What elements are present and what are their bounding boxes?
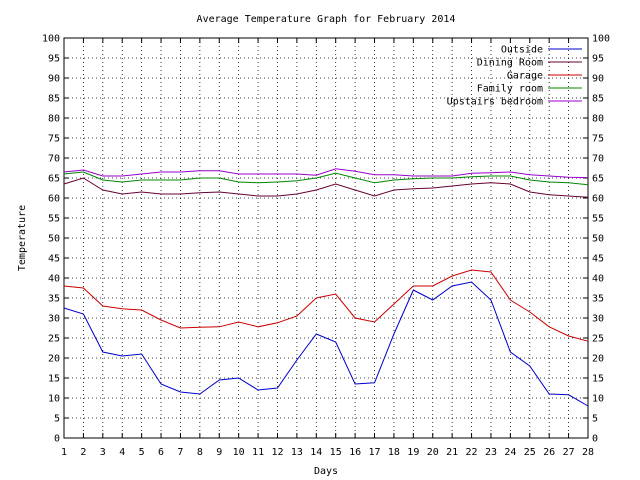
x-tick-label: 11 [252, 447, 264, 458]
y-tick-label-left: 55 [48, 214, 60, 225]
y-tick-label-right: 60 [592, 194, 604, 205]
x-tick-label: 17 [368, 447, 380, 458]
y-tick-label-right: 20 [592, 354, 604, 365]
y-tick-label-left: 80 [48, 114, 60, 125]
x-tick-label: 15 [330, 447, 342, 458]
x-tick-label: 8 [197, 447, 203, 458]
series-line-family-room [63, 171, 589, 186]
chart-title: Average Temperature Graph for February 2… [197, 14, 456, 25]
x-tick-label: 1 [61, 447, 67, 458]
x-tick-label: 28 [582, 447, 594, 458]
y-tick-label-right: 0 [592, 434, 598, 445]
y-tick-label-right: 65 [592, 174, 604, 185]
y-tick-label-right: 40 [592, 274, 604, 285]
y-tick-label-left: 20 [48, 354, 60, 365]
y-tick-label-left: 40 [48, 274, 60, 285]
x-tick-label: 18 [388, 447, 400, 458]
y-tick-label-right: 80 [592, 114, 604, 125]
x-tick-label: 25 [524, 447, 536, 458]
legend-label: Upstairs bedroom [447, 97, 543, 108]
x-tick-label: 12 [271, 447, 283, 458]
y-tick-label-right: 5 [592, 414, 598, 425]
y-tick-label-left: 90 [48, 74, 60, 85]
y-tick-label-left: 5 [54, 414, 60, 425]
y-tick-label-right: 85 [592, 94, 604, 105]
y-tick-label-left: 35 [48, 294, 60, 305]
series-line-upstairs-bedroom [63, 168, 589, 179]
legend: Outside Dining Room Garage Family room Upsta… [447, 45, 582, 108]
y-tick-label-left: 25 [48, 334, 60, 345]
y-tick-label-left: 0 [54, 434, 60, 445]
x-tick-label: 27 [563, 447, 575, 458]
x-tick-label: 5 [139, 447, 145, 458]
legend-label: Outside [501, 45, 543, 56]
x-tick-label: 4 [119, 447, 125, 458]
legend-label: Dining Room [477, 58, 543, 69]
legend-label: Family room [477, 84, 543, 95]
series-line-dining-room [63, 177, 589, 198]
x-tick-label: 20 [427, 447, 439, 458]
x-axis-label: Days [314, 466, 338, 477]
y-tick-label-left: 30 [48, 314, 60, 325]
x-tick-label: 19 [407, 447, 419, 458]
y-tick-label-left: 15 [48, 374, 60, 385]
y-tick-label-right: 90 [592, 74, 604, 85]
y-tick-label-left: 100 [42, 34, 60, 45]
series-lines [63, 168, 589, 407]
x-tick-label: 3 [100, 447, 106, 458]
y-tick-label-left: 85 [48, 94, 60, 105]
y-tick-label-left: 65 [48, 174, 60, 185]
grid-lines [64, 38, 588, 438]
x-tick-label: 9 [216, 447, 222, 458]
legend-label: Garage [507, 71, 543, 82]
x-tick-label: 6 [158, 447, 164, 458]
x-tick-label: 21 [446, 447, 458, 458]
x-tick-label: 22 [466, 447, 478, 458]
y-tick-label-right: 25 [592, 334, 604, 345]
y-tick-label-right: 55 [592, 214, 604, 225]
y-tick-label-left: 50 [48, 234, 60, 245]
x-tick-label: 16 [349, 447, 361, 458]
y-tick-label-right: 15 [592, 374, 604, 385]
y-tick-label-right: 45 [592, 254, 604, 265]
y-tick-label-left: 45 [48, 254, 60, 265]
x-tick-label: 7 [177, 447, 183, 458]
y-tick-label-right: 35 [592, 294, 604, 305]
series-line-garage [63, 269, 589, 342]
y-tick-label-right: 50 [592, 234, 604, 245]
y-tick-label-right: 30 [592, 314, 604, 325]
y-tick-label-right: 75 [592, 134, 604, 145]
x-tick-label: 26 [543, 447, 555, 458]
y-tick-label-right: 100 [592, 34, 610, 45]
y-tick-label-left: 75 [48, 134, 60, 145]
x-tick-label: 14 [310, 447, 322, 458]
y-tick-label-left: 95 [48, 54, 60, 65]
y-tick-label-left: 60 [48, 194, 60, 205]
y-tick-label-left: 10 [48, 394, 60, 405]
y-tick-label-left: 70 [48, 154, 60, 165]
y-axis-label: Temperature [17, 205, 28, 271]
x-tick-label: 13 [291, 447, 303, 458]
x-tick-label: 23 [485, 447, 497, 458]
y-tick-label-right: 95 [592, 54, 604, 65]
x-tick-label: 24 [504, 447, 516, 458]
y-tick-label-right: 10 [592, 394, 604, 405]
y-tick-label-right: 70 [592, 154, 604, 165]
x-tick-label: 2 [80, 447, 86, 458]
x-tick-label: 10 [233, 447, 245, 458]
series-line-outside [63, 281, 589, 407]
